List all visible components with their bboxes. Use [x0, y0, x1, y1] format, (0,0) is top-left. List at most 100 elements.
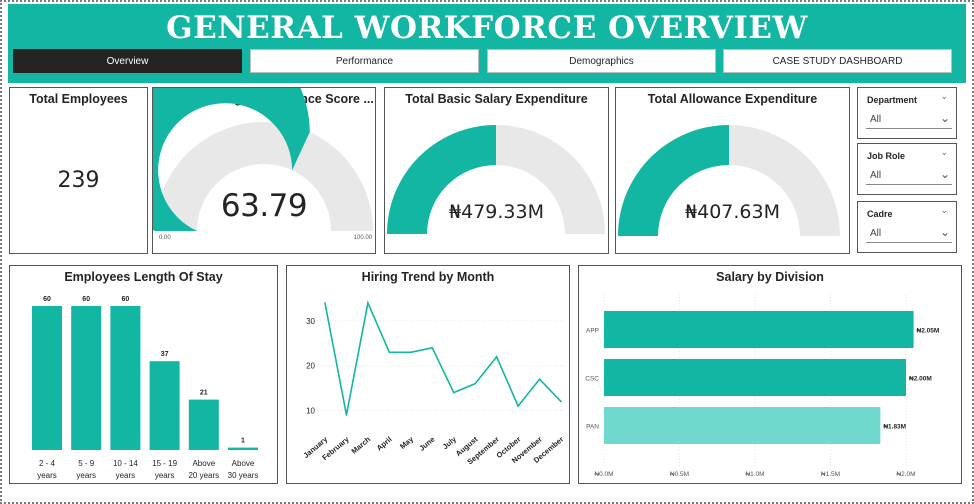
length-of-stay-chart: 60 2 - 4 years 60 5 - 9 years 60 10 - 14 years 37…: [32, 296, 259, 480]
bar: [228, 447, 258, 450]
x-tick-label: ₦0.5M: [670, 471, 689, 478]
data-point: [410, 351, 412, 354]
tab-performance[interactable]: Performance: [250, 49, 479, 73]
data-label: 60: [43, 296, 51, 303]
x-tick-label: ₦1.0M: [745, 471, 764, 478]
x-tick-label: 10 - 14: [113, 459, 138, 468]
gauge-max-label: 100.00: [354, 235, 373, 241]
bar: [188, 399, 219, 450]
cadre-dropdown[interactable]: All ⌄: [866, 225, 952, 243]
cadre-dropdown-value: All: [870, 228, 882, 239]
length-of-stay-title: Employees Length Of Stay: [64, 270, 223, 284]
x-tick-label: 15 - 19: [152, 459, 177, 468]
x-tick-label: years: [37, 471, 57, 480]
gauge-min-label: 0.00: [159, 235, 171, 241]
y-tick-label: 20: [306, 362, 315, 371]
data-point: [538, 378, 541, 380]
x-tick-label: 20 years: [188, 471, 219, 480]
job-role-dropdown[interactable]: All ⌄: [866, 167, 952, 185]
salary-by-division-chart: ₦0.0M ₦0.5M ₦1.0M ₦1.5M ₦2.0M APP ₦2.05M CSC ₦2.…: [585, 294, 940, 478]
job-role-dropdown-value: All: [870, 170, 882, 181]
data-point: [560, 400, 562, 403]
department-slicer: Department ⌄ All ⌄: [857, 87, 957, 139]
salary-by-division-card: Salary by Division ₦0.0M ₦0.5M ₦1.0M ₦1.5M ₦…: [578, 265, 962, 484]
data-point: [388, 351, 391, 354]
department-dropdown-value: All: [870, 114, 882, 125]
allowance-gauge: [618, 125, 840, 236]
chevron-down-icon: ⌄: [939, 167, 950, 181]
x-tick-label: May: [398, 434, 416, 451]
total-employees-title: Total Employees: [29, 92, 128, 106]
allowance-card: Total Allowance Expenditure ₦407.63M: [615, 87, 850, 254]
x-tick-label: years: [76, 471, 96, 480]
allowance-value: ₦407.63M: [685, 201, 780, 223]
bar: [604, 311, 914, 348]
bar: [32, 306, 62, 450]
bar: [149, 361, 180, 450]
y-tick-label: CSC: [585, 376, 599, 383]
data-label: 37: [161, 351, 169, 358]
length-of-stay-card: Employees Length Of Stay 60 2 - 4 years 60 5…: [9, 265, 278, 484]
basic-salary-value: ₦479.33M: [449, 201, 544, 223]
data-label: ₦2.05M: [917, 328, 940, 335]
gauge-fill: [153, 88, 310, 231]
x-tick-label: years: [116, 471, 136, 480]
data-point: [452, 391, 455, 394]
gauge-fill: [387, 125, 496, 234]
bar: [71, 306, 102, 450]
x-tick-label: April: [375, 435, 394, 453]
chevron-down-icon: ⌄: [939, 225, 950, 239]
chevron-down-icon[interactable]: ⌄: [940, 206, 948, 216]
data-point: [474, 382, 476, 385]
chevron-down-icon[interactable]: ⌄: [940, 92, 948, 102]
y-tick-label: PAN: [586, 424, 599, 431]
x-tick-label: 30 years: [228, 471, 259, 480]
x-tick-label: 5 - 9: [78, 459, 95, 468]
data-point: [367, 302, 369, 304]
page-title: GENERAL WORKFORCE OVERVIEW: [166, 10, 808, 46]
series-line: [324, 300, 562, 416]
data-point: [431, 346, 434, 349]
x-tick-label: years: [155, 471, 175, 480]
salary-by-division-title: Salary by Division: [716, 270, 824, 284]
allowance-title: Total Allowance Expenditure: [647, 92, 818, 106]
data-point: [495, 355, 498, 358]
department-dropdown[interactable]: All ⌄: [866, 111, 952, 129]
x-tick-label: March: [349, 434, 372, 455]
x-tick-label: ₦0.0M: [594, 471, 613, 478]
basic-salary-title: Total Basic Salary Expenditure: [405, 92, 588, 106]
x-tick-label: Above: [192, 459, 215, 468]
data-label: 1: [241, 438, 245, 445]
avg-performance-gauge: 0.00 100.00: [153, 88, 373, 241]
tab-case-study-dashboard[interactable]: CASE STUDY DASHBOARD: [723, 49, 952, 73]
cadre-slicer: Cadre ⌄ All ⌄: [857, 201, 957, 253]
job-role-slicer-label: Job Role: [867, 151, 906, 161]
data-point: [345, 414, 348, 416]
tab-overview[interactable]: Overview: [13, 49, 242, 73]
bar: [604, 407, 881, 444]
data-label: ₦1.83M: [883, 424, 906, 431]
x-tick-label: 2 - 4: [39, 459, 56, 468]
gauge-track: [155, 121, 373, 231]
avg-performance-value: 63.79: [220, 188, 308, 224]
data-point: [517, 405, 519, 407]
total-employees-value: 239: [57, 168, 100, 193]
cadre-slicer-label: Cadre: [867, 209, 893, 219]
hiring-trend-title: Hiring Trend by Month: [361, 270, 495, 284]
y-tick-label: 30: [306, 317, 315, 326]
data-label: 60: [122, 296, 130, 303]
x-tick-label: ₦2.0M: [896, 471, 915, 478]
y-tick-label: APP: [586, 328, 599, 335]
avg-performance-card: Workforce Avg Performance Score ... 0.00…: [152, 87, 376, 254]
tab-demographics[interactable]: Demographics: [487, 49, 716, 73]
basic-salary-card: Total Basic Salary Expenditure ₦479.33M: [384, 87, 609, 254]
y-tick-label: 10: [306, 407, 315, 416]
chevron-down-icon[interactable]: ⌄: [940, 148, 948, 158]
chevron-down-icon: ⌄: [939, 111, 950, 125]
x-tick-label: ₦1.5M: [821, 471, 840, 478]
x-tick-label: June: [417, 435, 436, 453]
bar: [604, 359, 906, 396]
data-label: ₦2.00M: [909, 376, 932, 383]
